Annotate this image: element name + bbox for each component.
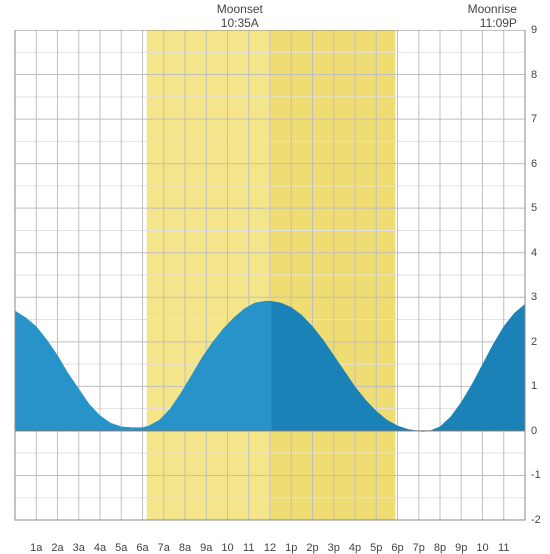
y-tick-label: 6 (531, 158, 537, 170)
x-tick-label: 2a (51, 542, 63, 554)
moonrise-title: Moonrise (468, 2, 517, 16)
y-tick-label: 3 (531, 291, 537, 303)
x-tick-label: 8a (179, 542, 191, 554)
x-tick-label: 12 (264, 542, 276, 554)
y-tick-label: 4 (531, 247, 537, 259)
x-tick-label: 11 (243, 542, 254, 554)
moonset-title: Moonset (217, 2, 263, 16)
y-tick-label: 5 (531, 202, 537, 214)
x-tick-label: 3a (73, 542, 85, 554)
x-tick-label: 7a (158, 542, 170, 554)
x-tick-label: 4p (349, 542, 361, 554)
x-tick-label: 4a (94, 542, 106, 554)
y-tick-label: 8 (531, 69, 537, 81)
x-tick-label: 7p (413, 542, 425, 554)
x-tick-label: 10 (476, 542, 488, 554)
moonset-label: Moonset 10:35A (210, 2, 270, 31)
x-tick-label: 5p (370, 542, 382, 554)
x-tick-label: 6p (391, 542, 403, 554)
x-tick-label: 3p (328, 542, 340, 554)
tide-chart: Moonset 10:35A Moonrise 11:09P 1a2a3a4a5… (0, 0, 550, 550)
x-tick-label: 6a (136, 542, 148, 554)
moonrise-label: Moonrise 11:09P (457, 2, 517, 31)
x-tick-label: 10 (221, 542, 233, 554)
y-tick-label: 7 (531, 113, 537, 125)
x-tick-label: 8p (434, 542, 446, 554)
moonset-time: 10:35A (210, 16, 270, 30)
x-tick-label: 2p (306, 542, 318, 554)
x-tick-label: 1a (30, 542, 42, 554)
y-tick-label: -1 (531, 469, 541, 481)
x-tick-label: 5a (115, 542, 127, 554)
y-tick-label: 2 (531, 336, 537, 348)
x-tick-label: 9p (455, 542, 467, 554)
y-tick-label: 0 (531, 425, 537, 437)
x-tick-label: 9a (200, 542, 212, 554)
x-tick-label: 11 (498, 542, 509, 554)
y-tick-label: 9 (531, 24, 537, 36)
y-tick-label: -2 (531, 514, 541, 526)
x-tick-label: 1p (285, 542, 297, 554)
chart-plot (0, 30, 550, 522)
moonrise-time: 11:09P (457, 16, 517, 30)
y-tick-label: 1 (531, 380, 537, 392)
